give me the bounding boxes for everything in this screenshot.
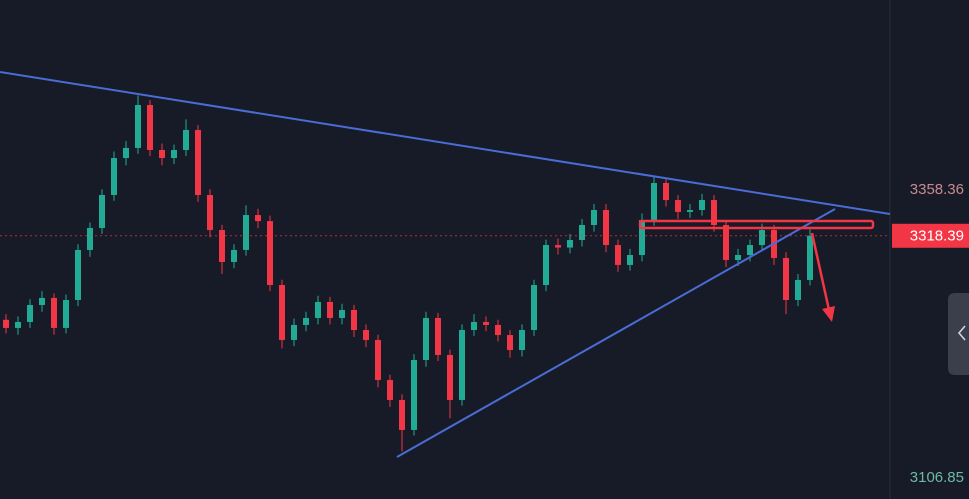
candle-body [723,224,729,261]
candle-body [699,200,705,210]
candle-body [459,329,465,400]
candle-body [279,284,285,340]
candle-body [351,309,357,330]
side-tab[interactable] [948,293,969,375]
candle-body [195,129,201,195]
candle-body [591,209,597,225]
current-price-label: 3318.39 [910,228,964,245]
candle-body [663,182,669,201]
candle-body [531,284,537,330]
candle-body [675,200,681,212]
candle-body [183,129,189,150]
candle-body [303,317,309,325]
upper-trendline [0,71,891,215]
candle-body [39,297,45,306]
candle-body [423,317,429,360]
candle-body [387,380,393,400]
candle-body [447,354,453,400]
candle-body [15,321,21,328]
candle-body [639,219,645,255]
y-tick-label: 3106.85 [910,469,964,486]
candle-body [747,245,753,255]
candle-body [3,319,9,328]
lower-trendline [396,208,836,458]
price-axis-panel [890,0,969,499]
candle-body [651,182,657,220]
candle-body [135,104,141,148]
current-price-tag [892,223,969,248]
candle-body [219,230,225,262]
candle-body [411,359,417,430]
candle-body [327,301,333,318]
candle-body [63,299,69,328]
candle-body [111,158,117,195]
candle-body [27,305,33,322]
resistance-box [638,219,875,230]
candle-body [615,245,621,265]
chevron-icon [957,325,966,341]
candle-body [51,297,57,328]
candle-body [123,147,129,159]
candle-body [687,209,693,212]
candle-body [291,324,297,340]
candle-body [483,321,489,325]
candle-body [75,249,81,300]
candle-body [507,335,513,351]
candle-body [783,257,789,300]
candle-body [603,209,609,246]
candle-body [339,309,345,318]
candle-body [375,339,381,381]
candle-body [207,194,213,231]
y-tick-label: 3358.36 [910,181,964,198]
candle-body [711,200,717,225]
candle-body [567,239,573,248]
candle-body [255,215,261,222]
candle-body [87,227,93,250]
candle-body [543,245,549,285]
candle-body [435,317,441,355]
arrow-shaft [810,232,831,311]
side-tab-bg[interactable] [948,293,969,375]
candle-body [243,215,249,250]
candle-body [519,329,525,351]
candle-body [147,104,153,150]
candle-body [399,399,405,430]
candle-body [555,245,561,248]
candle-body [735,254,741,261]
candle-body [579,224,585,240]
candle-body [471,321,477,330]
candle-body [795,279,801,300]
candle-body [99,194,105,228]
candle-body [627,254,633,265]
candle-body [231,249,237,262]
candle-body [495,324,501,336]
candle-body [171,149,177,159]
arrow-head [822,306,835,322]
candle-body [363,329,369,340]
candle-body [159,149,165,159]
candle-body [267,221,273,285]
candle-body [759,230,765,246]
candle-body [315,301,321,318]
candle-body [807,235,813,280]
